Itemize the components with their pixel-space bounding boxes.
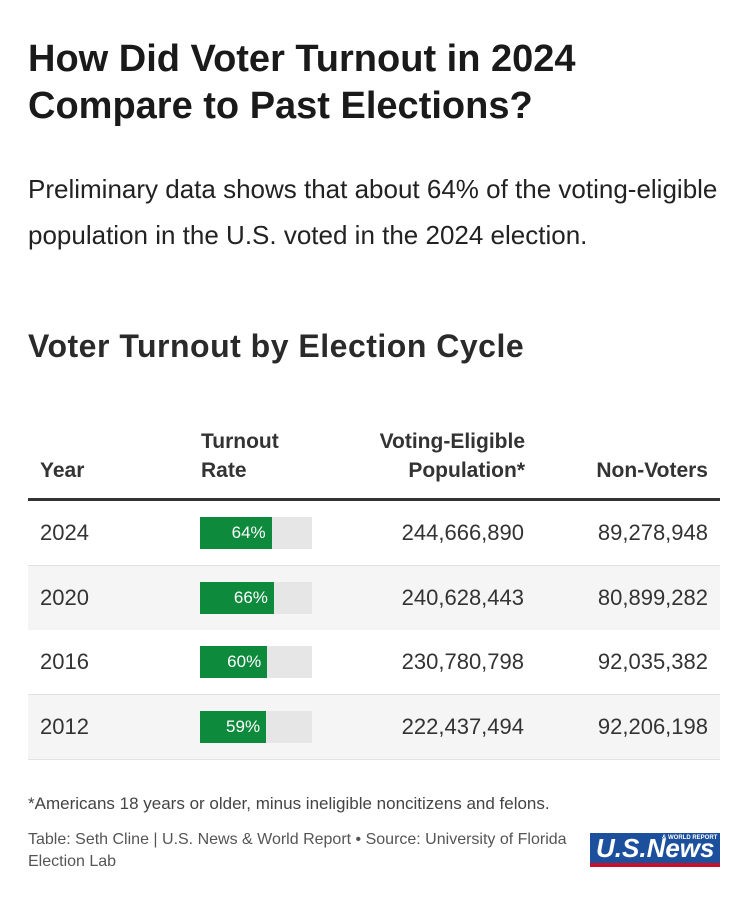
bar-track: 64%	[200, 517, 312, 549]
turnout-bar: 66%	[200, 581, 274, 614]
turnout-label: 66%	[233, 587, 268, 607]
non-voters-cell: 92,206,198	[597, 713, 708, 739]
non-voters-cell: 80,899,282	[597, 584, 708, 610]
turnout-label: 60%	[227, 652, 262, 671]
population-cell: 230,780,798	[401, 649, 524, 674]
column-header: Turnout Rate	[201, 430, 279, 482]
title: How Did Voter Turnout in 2024 Compare to…	[28, 38, 576, 127]
non-voters-cell: 92,035,382	[597, 649, 708, 674]
logo-subtext: & WORLD REPORT	[662, 835, 718, 841]
source: Table: Seth Cline | U.S. News & World Re…	[28, 831, 567, 870]
year-cell: 2012	[40, 713, 89, 739]
column-header: Voting-Eligible Population*	[379, 430, 525, 482]
bar-track: 59%	[200, 710, 312, 743]
logo-text: U.S.News	[596, 833, 715, 863]
turnout-bar: 59%	[200, 710, 267, 743]
table-row: 2012 59% 222,437,494 92,206,198	[28, 694, 720, 760]
year-cell: 2016	[40, 649, 89, 674]
footnote: *Americans 18 years or older, minus inel…	[28, 794, 550, 813]
column-header: Year	[40, 459, 85, 482]
bar-track: 60%	[200, 646, 312, 678]
table-row: 2024 64% 244,666,890 89,278,948	[28, 501, 720, 566]
subtitle: Preliminary data shows that about 64% of…	[28, 174, 718, 250]
table-title: Voter Turnout by Election Cycle	[28, 328, 525, 364]
turnout-label: 59%	[226, 716, 261, 736]
table-row: 2020 66% 240,628,443 80,899,282	[28, 565, 720, 631]
turnout-bar: 64%	[200, 517, 272, 549]
table-row: 2016 60% 230,780,798 92,035,382	[28, 630, 720, 695]
population-cell: 240,628,443	[401, 584, 524, 610]
population-cell: 222,437,494	[401, 713, 524, 739]
turnout-bar: 60%	[200, 646, 268, 678]
turnout-label: 64%	[231, 523, 266, 542]
population-cell: 244,666,890	[401, 520, 524, 545]
column-header: Non-Voters	[596, 459, 708, 482]
year-cell: 2020	[40, 584, 89, 610]
header-rule	[28, 498, 720, 501]
bar-track: 66%	[200, 581, 312, 614]
non-voters-cell: 89,278,948	[597, 520, 708, 545]
logo: U.S.News & WORLD REPORT	[590, 833, 720, 867]
year-cell: 2024	[40, 520, 89, 545]
